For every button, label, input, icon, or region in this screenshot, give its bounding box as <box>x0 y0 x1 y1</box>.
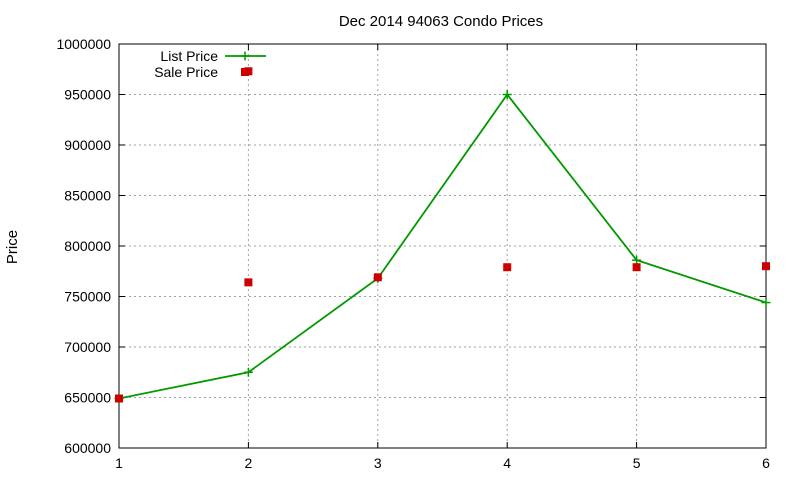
y-tick-label: 1000000 <box>56 36 111 52</box>
data-point <box>244 278 253 287</box>
data-point <box>502 90 512 99</box>
y-tick-label: 750000 <box>64 289 111 305</box>
chart-title: Dec 2014 94063 Condo Prices <box>339 13 543 30</box>
x-tick-label: 2 <box>245 455 253 471</box>
y-tick-label: 650000 <box>64 390 111 406</box>
data-point <box>503 263 512 272</box>
data-point <box>762 262 770 271</box>
legend-label: Sale Price <box>154 64 218 80</box>
series <box>114 67 771 404</box>
x-tick-label: 6 <box>762 455 770 471</box>
y-tick-label: 950000 <box>64 87 111 103</box>
legend-swatch-marker <box>241 68 249 76</box>
grid <box>118 43 767 449</box>
data-point <box>632 263 641 272</box>
y-axis-label: Price <box>4 230 21 264</box>
x-tick-label: 4 <box>503 455 511 471</box>
data-point <box>373 273 382 282</box>
legend-swatch-marker <box>240 51 250 61</box>
x-tick-label: 1 <box>115 455 123 471</box>
y-tick-label: 850000 <box>64 188 111 204</box>
y-tick-label: 600000 <box>64 440 111 456</box>
y-tick-label: 700000 <box>64 339 111 355</box>
series-list-price <box>114 90 771 404</box>
legend-label: List Price <box>160 48 218 64</box>
data-point <box>761 298 771 308</box>
x-tick-label: 5 <box>633 455 641 471</box>
y-tick-label: 800000 <box>64 238 111 254</box>
x-tick-label: 3 <box>374 455 382 471</box>
data-point <box>115 394 123 403</box>
y-tick-label: 900000 <box>64 137 111 153</box>
data-point <box>243 367 253 377</box>
plot-frame <box>118 43 767 449</box>
plot-border <box>118 43 767 449</box>
axis-ticks: 600000 650000 700000 750000 800000 850000 9000… <box>56 36 770 471</box>
series-line <box>118 92 767 400</box>
data-point <box>632 255 642 265</box>
series-sale-price <box>115 67 770 403</box>
